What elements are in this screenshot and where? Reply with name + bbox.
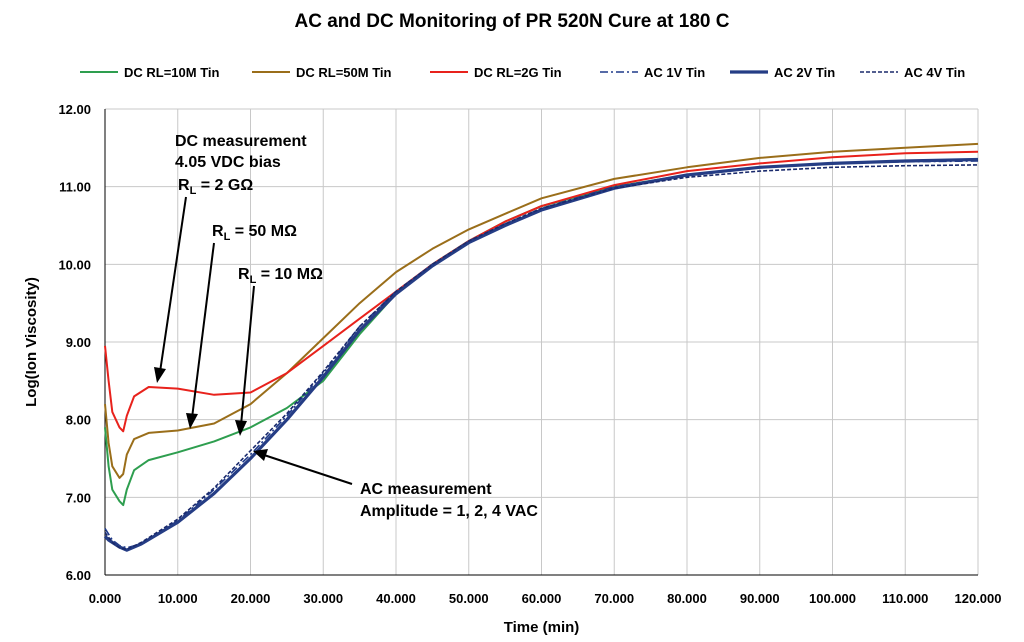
rl-50m-prefix: R	[212, 223, 224, 240]
legend: DC RL=10M Tin DC RL=50M Tin DC RL=2G Tin AC…	[80, 65, 965, 80]
y-tick-label: 11.00	[59, 180, 91, 195]
x-axis-label: Time (min)	[504, 619, 580, 636]
y-tick-label: 8.00	[66, 413, 91, 428]
series-group	[103, 142, 979, 552]
arrow-2g-head	[154, 367, 166, 383]
x-tick-label: 120.000	[955, 591, 1002, 606]
rl-50m-value: = 50 MΩ	[230, 223, 297, 240]
series-line-1	[104, 142, 979, 479]
x-tick-label: 20.000	[231, 591, 271, 606]
arrow-ac-head	[253, 449, 268, 461]
rl-10m-value: = 10 MΩ	[256, 266, 323, 283]
legend-label-2: DC RL=2G Tin	[474, 65, 562, 80]
y-axis-label: Log(Ion Viscosity)	[23, 277, 40, 407]
annotation-rl-2g: RL = 2 GΩ	[178, 177, 253, 197]
annotation-dc-line2: 4.05 VDC bias	[175, 154, 281, 171]
x-tick-label: 40.000	[376, 591, 416, 606]
x-tick-label: 90.000	[740, 591, 780, 606]
y-tick-label: 10.00	[58, 257, 91, 272]
y-tick-label: 6.00	[66, 568, 91, 583]
x-tick-label: 30.000	[303, 591, 343, 606]
annotation-ac-line1: AC measurement	[360, 481, 492, 498]
arrow-ac-shaft	[263, 454, 353, 485]
series-line-5	[104, 164, 979, 551]
x-tick-label: 80.000	[667, 591, 707, 606]
x-tick-label: 60.000	[522, 591, 562, 606]
legend-label-1: DC RL=50M Tin	[296, 65, 392, 80]
annotations: DC measurement 4.05 VDC bias RL = 2 GΩ R…	[154, 133, 538, 520]
rl-50m-sub: L	[224, 231, 231, 243]
annotation-dc-line1: DC measurement	[175, 133, 307, 150]
legend-label-3: AC 1V Tin	[644, 65, 705, 80]
grid	[104, 108, 979, 576]
x-tick-label: 50.000	[449, 591, 489, 606]
x-tick-label: 0.000	[89, 591, 122, 606]
chart-title: AC and DC Monitoring of PR 520N Cure at …	[295, 11, 730, 32]
legend-label-0: DC RL=10M Tin	[124, 65, 220, 80]
legend-label-4: AC 2V Tin	[774, 65, 835, 80]
arrow-50m-shaft	[191, 242, 215, 419]
arrow-50m-head	[186, 413, 198, 429]
x-tick-label: 100.000	[809, 591, 856, 606]
rl-10m-prefix: R	[238, 266, 250, 283]
x-tick-label: 70.000	[594, 591, 634, 606]
y-tick-label: 7.00	[66, 490, 91, 505]
series-line-2	[104, 150, 979, 433]
annotation-rl-50m: RL = 50 MΩ	[212, 223, 297, 243]
arrow-10m-shaft	[240, 285, 255, 426]
x-tick-label: 110.000	[882, 591, 928, 606]
rl-10m-sub: L	[250, 274, 257, 286]
rl-2g-prefix: R	[178, 177, 190, 194]
arrow-10m-head	[235, 420, 247, 436]
legend-label-5: AC 4V Tin	[904, 65, 965, 80]
y-tick-label: 9.00	[66, 335, 91, 350]
y-tick-label: 12.00	[58, 102, 91, 117]
annotation-ac-line2: Amplitude = 1, 2, 4 VAC	[360, 503, 538, 520]
rl-2g-value: = 2 GΩ	[196, 177, 253, 194]
arrow-2g-shaft	[159, 196, 187, 373]
annotation-arrows	[154, 196, 353, 485]
axes: 0.000 10.000 20.000 30.000 40.000 50.000 60.00…	[23, 102, 1002, 636]
x-tick-label: 10.000	[158, 591, 198, 606]
rl-2g-sub: L	[190, 185, 197, 197]
annotation-rl-10m: RL = 10 MΩ	[238, 266, 323, 286]
